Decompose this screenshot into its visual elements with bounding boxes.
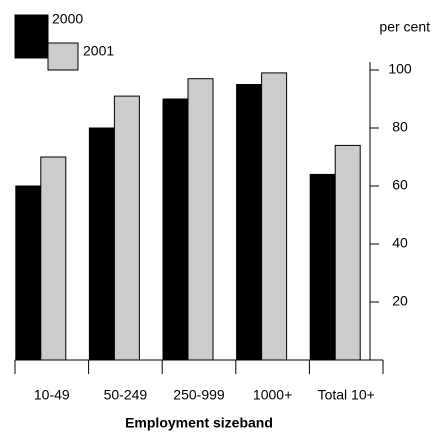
y-axis-label: per cent xyxy=(379,19,430,35)
bar xyxy=(334,144,361,361)
y-tick-label: 20 xyxy=(392,293,408,309)
bar xyxy=(162,98,189,361)
bar xyxy=(187,78,214,361)
bar xyxy=(236,84,263,361)
x-axis-label: Employment sizeband xyxy=(125,415,273,431)
bar xyxy=(15,185,42,361)
x-tick-label: 1000+ xyxy=(253,387,292,403)
bar xyxy=(309,173,336,361)
y-tick-label: 60 xyxy=(392,177,408,193)
y-tick-label: 40 xyxy=(392,235,408,251)
y-tick-label: 100 xyxy=(388,61,412,77)
bar xyxy=(113,95,140,361)
bar xyxy=(88,127,115,361)
x-tick-label: 10-49 xyxy=(34,387,70,403)
y-tick-label: 80 xyxy=(392,119,408,135)
x-tick-label: 50-249 xyxy=(104,387,148,403)
x-tick-label: 250-999 xyxy=(173,387,225,403)
bar xyxy=(261,72,288,361)
legend-swatch xyxy=(14,14,49,59)
x-tick-label: Total 10+ xyxy=(318,387,375,403)
legend-label: 2000 xyxy=(52,11,83,27)
legend-label: 2001 xyxy=(83,43,114,59)
bar xyxy=(40,156,67,361)
legend-swatch xyxy=(47,42,79,71)
